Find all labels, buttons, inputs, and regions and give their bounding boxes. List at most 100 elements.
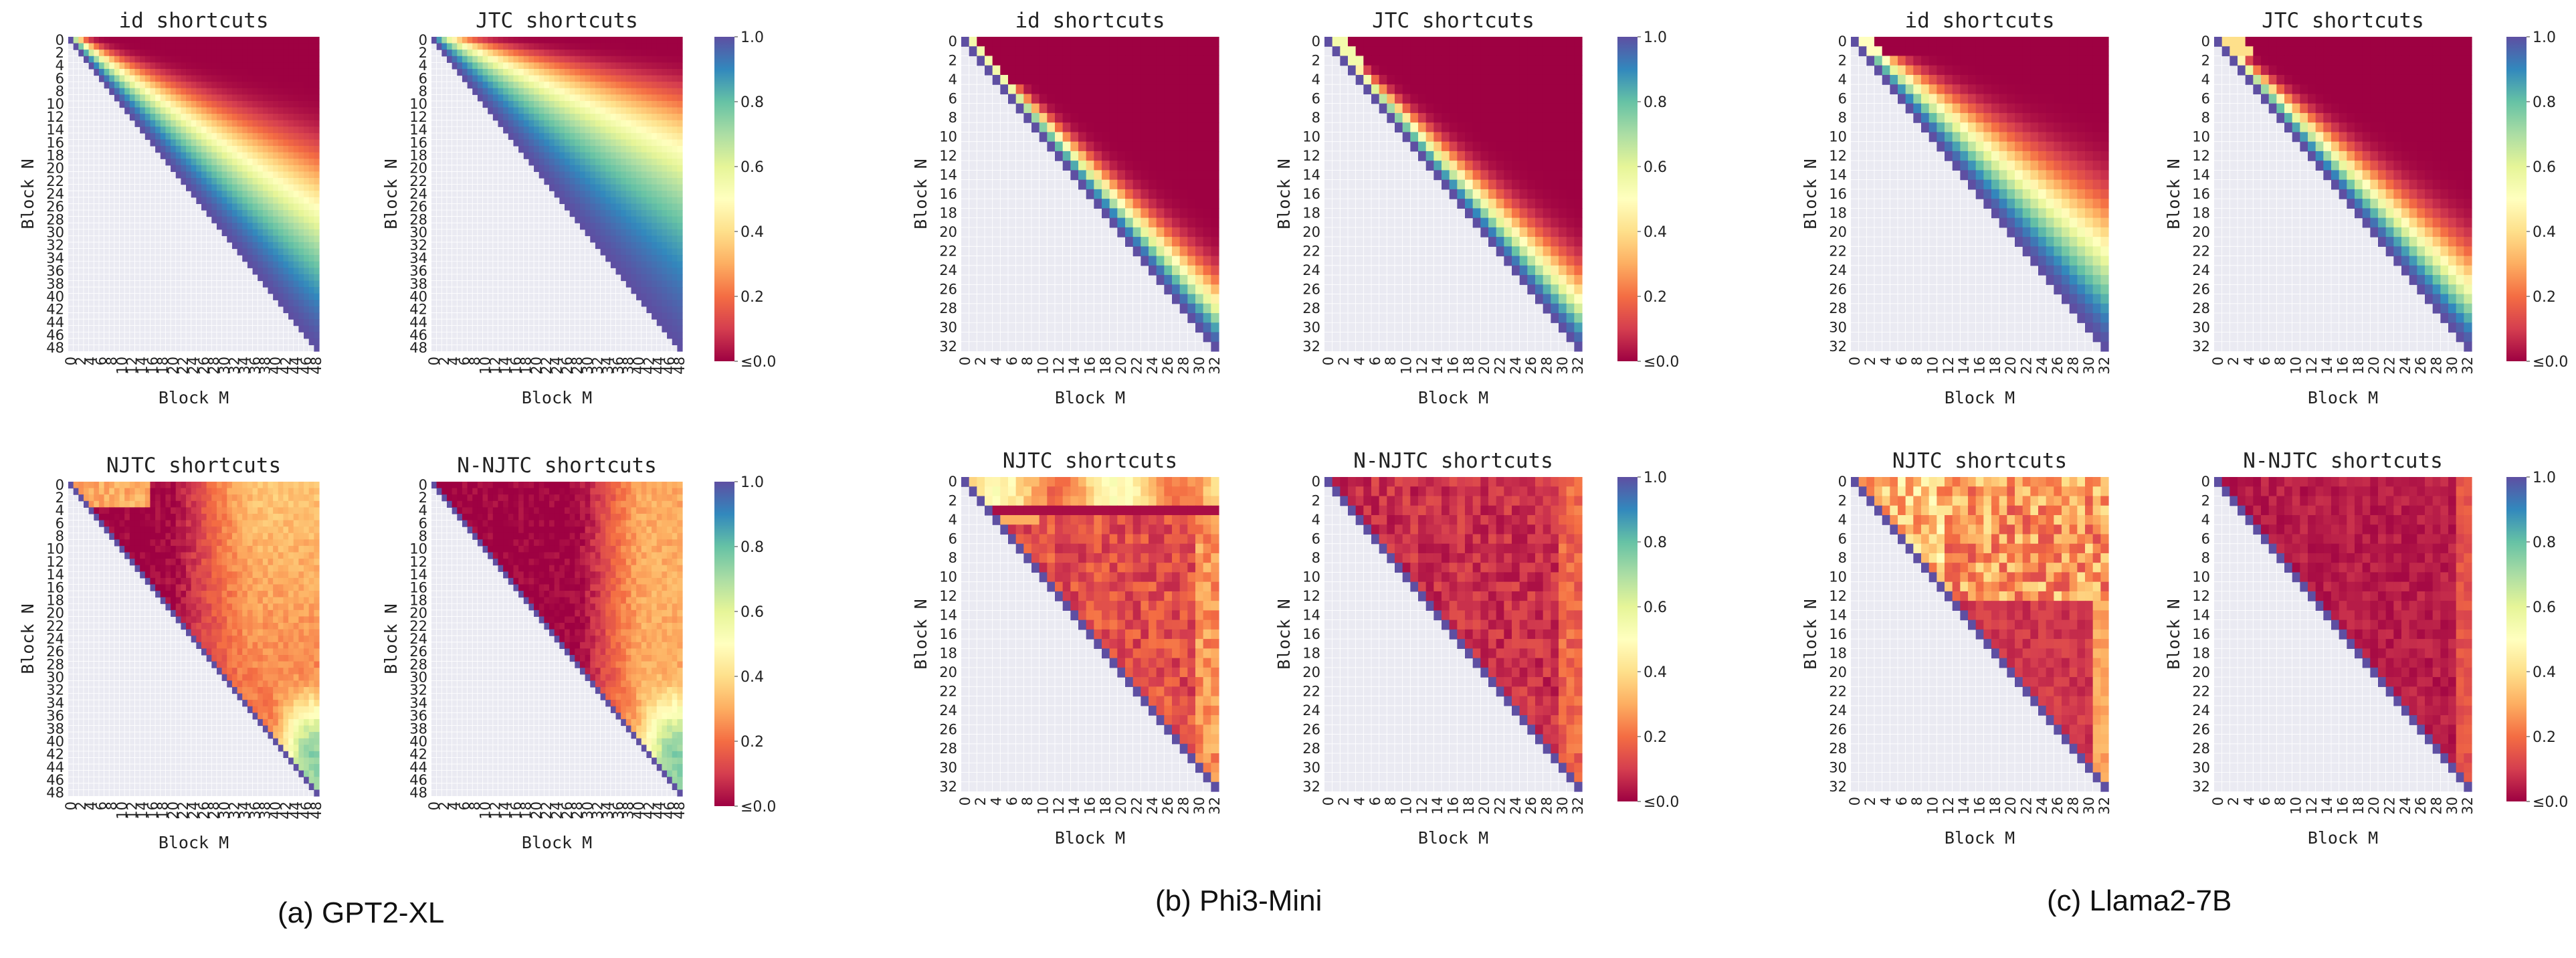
- heatmap-cell: [555, 62, 560, 69]
- heatmap-cell: [621, 249, 626, 256]
- heatmap-cell: [294, 668, 299, 674]
- heatmap-cell: [217, 507, 222, 514]
- heatmap-cell: [232, 165, 237, 172]
- heatmap-cell: [528, 482, 534, 488]
- heatmap-cell: [227, 37, 232, 43]
- heatmap-cell: [570, 210, 575, 217]
- heatmap-cell: [513, 533, 518, 540]
- heatmap-cell: [304, 565, 309, 572]
- heatmap-cell: [667, 120, 672, 127]
- heatmap-cell: [283, 603, 288, 610]
- heatmap-cell: [288, 255, 294, 262]
- heatmap-cell: [570, 191, 575, 197]
- heatmap-cell: [498, 43, 503, 50]
- heatmap-cell: [631, 50, 636, 56]
- heatmap-cell: [263, 700, 268, 706]
- heatmap-cell: [524, 126, 529, 133]
- heatmap-cell: [636, 146, 641, 153]
- heatmap-cell: [621, 197, 626, 204]
- heatmap-cell: [227, 235, 232, 242]
- heatmap-cell: [652, 578, 657, 585]
- heatmap-cell: [283, 262, 288, 268]
- heatmap-cell: [253, 108, 258, 114]
- heatmap-cell: [222, 623, 227, 630]
- heatmap-cell: [590, 191, 595, 197]
- heatmap-cell: [314, 88, 319, 95]
- heatmap-cell: [109, 43, 114, 50]
- heatmap-cell: [104, 526, 110, 533]
- heatmap-cell: [641, 69, 647, 76]
- heatmap-cell: [595, 584, 601, 591]
- heatmap-cell: [186, 533, 191, 540]
- heatmap-cell: [268, 597, 273, 604]
- heatmap-cell: [298, 739, 304, 745]
- heatmap-cell: [534, 56, 539, 63]
- heatmap-cell: [595, 229, 601, 236]
- heatmap-cell: [288, 482, 294, 488]
- heatmap-cell: [631, 648, 636, 655]
- heatmap-cell: [605, 578, 611, 585]
- heatmap-cell: [227, 533, 232, 540]
- heatmap-cell: [636, 603, 641, 610]
- heatmap-cell: [247, 249, 253, 256]
- heatmap-cell: [513, 114, 518, 120]
- heatmap-cell: [273, 597, 278, 604]
- heatmap-cell: [186, 50, 191, 56]
- heatmap-cell: [304, 37, 309, 43]
- heatmap-cell: [294, 597, 299, 604]
- heatmap-cell: [134, 76, 140, 82]
- heatmap-cell: [201, 178, 207, 185]
- heatmap-cell: [150, 69, 155, 76]
- heatmap-cell: [237, 687, 243, 694]
- heatmap-cell: [171, 114, 176, 120]
- heatmap-cell: [549, 185, 555, 191]
- heatmap-cell: [120, 37, 125, 43]
- heatmap-cell: [657, 43, 662, 50]
- heatmap-cell: [273, 268, 278, 274]
- heatmap-cell: [555, 159, 560, 165]
- heatmap-cell: [186, 126, 191, 133]
- heatmap-cell: [528, 584, 534, 591]
- heatmap-cell: [104, 520, 110, 527]
- heatmap-cell: [247, 700, 253, 706]
- heatmap-cell: [621, 700, 626, 706]
- heatmap-cell: [626, 126, 631, 133]
- heatmap-cell: [165, 494, 171, 501]
- heatmap-cell: [314, 668, 319, 674]
- heatmap-cell: [242, 94, 247, 101]
- heatmap-cell: [94, 482, 99, 488]
- heatmap-cell: [590, 482, 595, 488]
- heatmap-cell: [580, 217, 585, 223]
- heatmap-cell: [539, 553, 544, 559]
- heatmap-cell: [549, 120, 555, 127]
- heatmap-cell: [539, 546, 544, 553]
- heatmap-cell: [565, 546, 570, 553]
- heatmap-cell: [611, 229, 616, 236]
- heatmap-cell: [595, 559, 601, 565]
- heatmap-cell: [539, 507, 544, 514]
- heatmap-cell: [677, 680, 682, 687]
- heatmap-cell: [253, 488, 258, 495]
- heatmap-cell: [130, 494, 135, 501]
- heatmap-cell: [309, 153, 314, 159]
- heatmap-cell: [288, 674, 294, 681]
- heatmap-cell: [309, 108, 314, 114]
- heatmap-cell: [585, 43, 591, 50]
- heatmap-cell: [78, 488, 84, 495]
- heatmap-cell: [493, 507, 498, 514]
- heatmap-cell: [247, 539, 253, 546]
- heatmap-cell: [191, 133, 197, 140]
- heatmap-cell: [677, 539, 682, 546]
- heatmap-cell: [595, 630, 601, 636]
- heatmap-cell: [601, 82, 606, 88]
- heatmap-cell: [237, 178, 243, 185]
- heatmap-cell: [590, 668, 595, 674]
- heatmap-cell: [140, 546, 145, 553]
- heatmap-cell: [309, 680, 314, 687]
- heatmap-cell: [565, 159, 570, 165]
- heatmap-cell: [646, 43, 652, 50]
- heatmap-cell: [298, 171, 304, 178]
- heatmap-cell: [145, 62, 151, 69]
- heatmap-cell: [483, 43, 488, 50]
- heatmap-cell: [570, 203, 575, 210]
